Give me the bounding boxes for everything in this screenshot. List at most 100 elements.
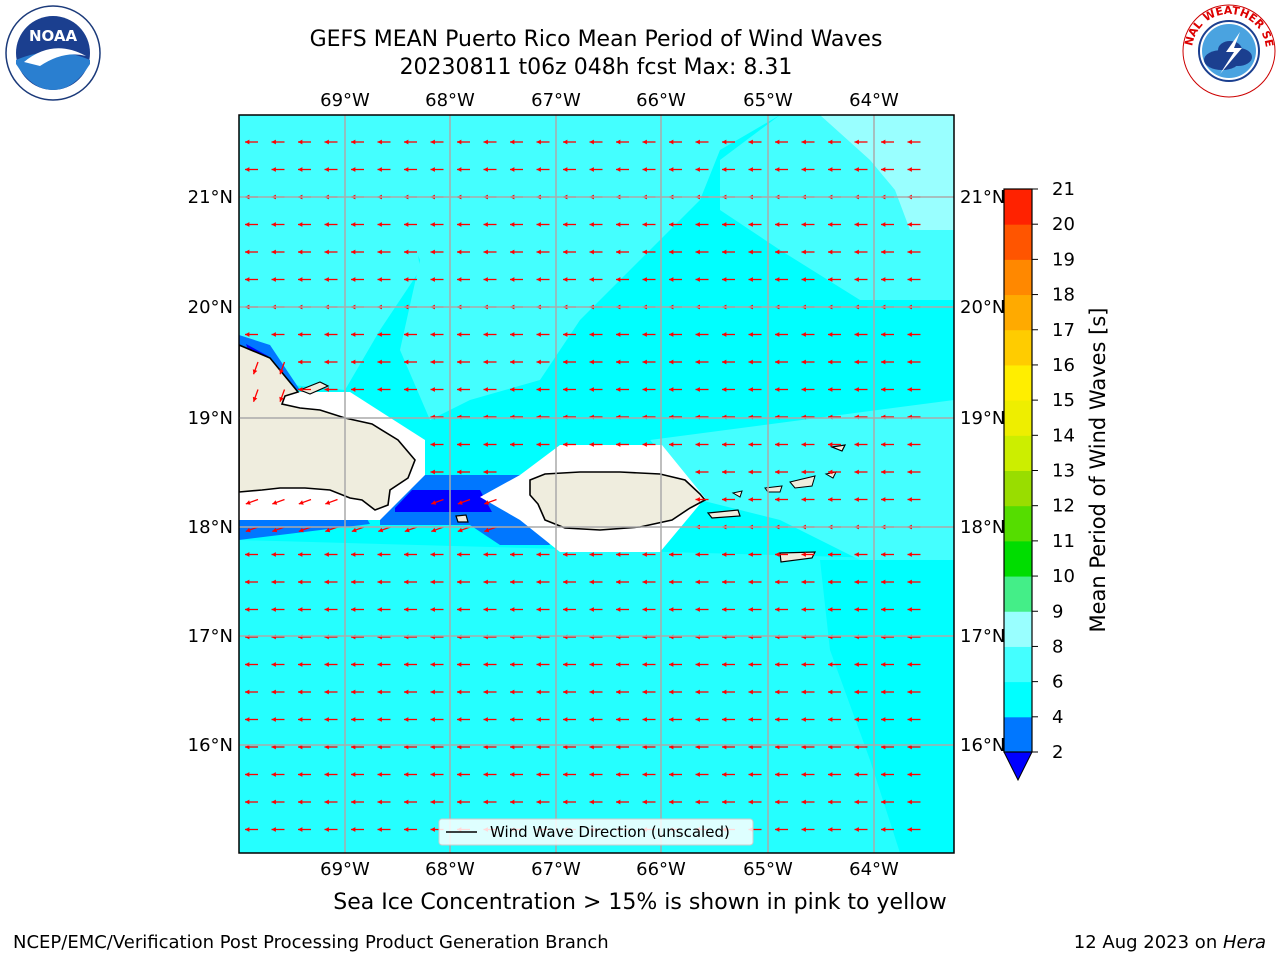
- wind-arrow-head: [616, 167, 621, 172]
- wind-arrow-head: [271, 662, 276, 667]
- lat-label-right: 21°N: [960, 187, 1005, 208]
- wind-arrow-head: [271, 332, 276, 337]
- wind-arrow-head: [722, 689, 727, 695]
- wind-arrow-head: [669, 552, 674, 557]
- wind-arrow-head: [695, 469, 700, 475]
- wind-arrow-head: [801, 662, 806, 667]
- wind-arrow-head: [536, 139, 541, 145]
- wind-arrow-head: [324, 607, 329, 612]
- wind-arrow-head: [616, 799, 621, 805]
- wind-arrow-head: [828, 799, 833, 805]
- wind-arrow-head: [430, 717, 435, 722]
- wind-arrow-head: [828, 277, 833, 282]
- wind-arrow-head: [801, 799, 806, 805]
- wind-arrow-head: [722, 359, 727, 365]
- wind-arrow-head: [271, 689, 276, 695]
- wind-arrow-head: [351, 689, 356, 695]
- wind-arrow-head: [854, 167, 859, 172]
- wind-arrow-head: [510, 689, 515, 695]
- wind-arrow-head: [245, 689, 250, 695]
- lat-label-left: 18°N: [188, 517, 233, 538]
- wind-arrow-head: [854, 744, 859, 750]
- wind-arrow-head: [324, 827, 329, 832]
- wind-arrow-head: [404, 827, 409, 832]
- wind-arrow-head: [377, 139, 382, 145]
- wind-arrow-head: [669, 277, 674, 282]
- wind-arrow-head: [775, 772, 780, 777]
- wind-arrow-head: [377, 167, 382, 172]
- wind-arrow-head: [616, 662, 621, 667]
- wind-arrow-head: [907, 167, 912, 172]
- wind-arrow-head: [589, 662, 594, 667]
- wind-arrow-head: [854, 332, 859, 337]
- wind-arrow-head: [907, 607, 912, 612]
- wind-arrow-head: [722, 799, 727, 805]
- wind-arrow-head: [775, 139, 780, 145]
- wind-arrow-head: [510, 799, 515, 805]
- wind-arrow-head: [828, 772, 833, 777]
- wind-arrow-head: [563, 387, 568, 392]
- wind-arrow-head: [881, 387, 886, 392]
- wind-arrow-head: [298, 359, 303, 365]
- wind-arrow-head: [324, 332, 329, 337]
- wind-arrow-head: [854, 277, 859, 282]
- wind-arrow-head: [351, 222, 356, 227]
- wind-arrow-head: [669, 579, 674, 585]
- wind-arrow-head: [563, 249, 568, 255]
- wind-arrow-head: [616, 772, 621, 777]
- wind-arrow-head: [483, 662, 488, 667]
- wind-arrow-head: [351, 827, 356, 832]
- wind-arrow-head: [298, 579, 303, 585]
- wind-arrow-head: [907, 799, 912, 805]
- wind-arrow-head: [589, 717, 594, 722]
- wind-arrow-head: [642, 359, 647, 365]
- wind-arrow-head: [457, 579, 462, 585]
- wind-arrow-head: [377, 689, 382, 695]
- wind-arrow-head: [854, 717, 859, 722]
- wind-arrow-head: [536, 607, 541, 612]
- wind-arrow-head: [748, 497, 753, 502]
- wind-arrow-head: [510, 332, 515, 337]
- lat-label-right: 20°N: [960, 297, 1005, 318]
- wind-arrow-head: [907, 469, 912, 475]
- wind-arrow-head: [484, 500, 490, 505]
- wind-arrow-head: [536, 662, 541, 667]
- colorbar-segment: [1004, 646, 1032, 683]
- wind-arrow-head: [271, 827, 276, 832]
- wind-arrow-head: [404, 799, 409, 805]
- wind-arrow-head: [854, 799, 859, 805]
- wind-arrow-head: [881, 359, 886, 365]
- wind-arrow-head: [854, 689, 859, 695]
- lat-label-right: 18°N: [960, 517, 1005, 538]
- wind-arrow-head: [695, 167, 700, 172]
- wind-arrow-head: [616, 552, 621, 557]
- wind-arrow-head: [695, 552, 700, 557]
- wind-arrow-head: [245, 332, 250, 337]
- wind-arrow-head: [881, 277, 886, 282]
- wind-arrow-head: [589, 744, 594, 750]
- wind-arrow-head: [854, 222, 859, 227]
- wind-arrow-head: [881, 167, 886, 172]
- wind-arrow-head: [881, 442, 886, 447]
- wind-arrow-head: [279, 369, 284, 375]
- wind-arrow-head: [431, 500, 437, 505]
- wind-arrow-head: [245, 249, 250, 255]
- wind-arrow-head: [854, 249, 859, 255]
- colorbar-segment: [1004, 400, 1032, 436]
- wind-arrow-head: [881, 717, 886, 722]
- wind-arrow-head: [616, 139, 621, 145]
- colorbar-tick: 8: [1052, 636, 1063, 657]
- wind-arrow-head: [298, 717, 303, 722]
- wind-arrow-head: [828, 222, 833, 227]
- wind-arrow-head: [642, 579, 647, 585]
- wind-arrow-head: [881, 607, 886, 612]
- wind-arrow-head: [536, 579, 541, 585]
- noaa-logo-text: NOAA: [29, 27, 78, 45]
- wind-arrow-head: [881, 662, 886, 667]
- wind-arrow-head: [430, 579, 435, 585]
- wind-arrow-head: [324, 579, 329, 585]
- wind-arrow-head: [881, 827, 886, 832]
- wind-arrow-head: [510, 579, 515, 585]
- wind-arrow-head: [245, 277, 250, 282]
- wind-arrow-head: [669, 442, 674, 447]
